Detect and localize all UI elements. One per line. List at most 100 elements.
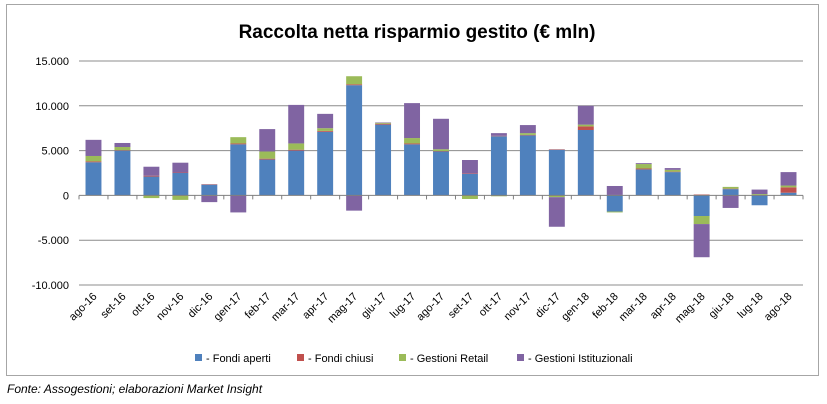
bar-segment bbox=[664, 172, 681, 196]
bar-segment bbox=[85, 139, 102, 156]
bar-segment bbox=[288, 104, 305, 144]
legend-swatch bbox=[517, 354, 524, 361]
legend-swatch bbox=[399, 354, 406, 361]
bar-segment bbox=[201, 195, 218, 203]
bar-segment bbox=[172, 173, 189, 196]
bar-segment bbox=[780, 185, 797, 188]
x-tick-label: mag-18 bbox=[673, 291, 708, 326]
bar-segment bbox=[722, 189, 739, 196]
legend-label: - Gestioni Retail bbox=[410, 353, 488, 365]
chart: Raccolta netta risparmio gestito (€ mln)… bbox=[32, 22, 804, 365]
bar-segment bbox=[230, 195, 247, 213]
bar-segment bbox=[548, 195, 565, 198]
bar-segment bbox=[548, 149, 565, 196]
bar-segment bbox=[606, 211, 623, 213]
bar-segment bbox=[577, 105, 594, 125]
bar-segment bbox=[85, 155, 102, 162]
y-tick-label: 0 bbox=[63, 190, 69, 202]
x-tick-label: lug-18 bbox=[736, 291, 766, 321]
x-tick-label: mag-17 bbox=[325, 291, 360, 326]
bar-segment bbox=[143, 176, 160, 196]
x-tick-label: dic-17 bbox=[533, 291, 563, 321]
y-axis-tick-labels: -10.000 -5.000 0 5.000 10.000 15.000 bbox=[32, 56, 69, 292]
bar-segment bbox=[490, 136, 507, 196]
x-tick-label: ago-17 bbox=[414, 291, 447, 324]
bar-segment bbox=[577, 124, 594, 127]
bar-segment bbox=[635, 163, 652, 165]
bar-segment bbox=[577, 126, 594, 130]
x-tick-label: set-17 bbox=[446, 291, 476, 321]
bar-segment bbox=[664, 168, 681, 170]
bar-segment bbox=[519, 125, 536, 134]
bar-segment bbox=[346, 76, 363, 85]
x-axis bbox=[78, 194, 804, 200]
bar-segment bbox=[404, 138, 421, 144]
legend-swatch bbox=[297, 354, 304, 361]
bar-segment bbox=[780, 187, 797, 193]
bar-segment bbox=[114, 150, 131, 196]
x-tick-label: ago-16 bbox=[67, 291, 100, 324]
source-note: Fonte: Assogestioni; elaborazioni Market… bbox=[7, 382, 263, 396]
bar-segment bbox=[780, 192, 797, 196]
bar-segment bbox=[172, 195, 189, 200]
bar-segment bbox=[114, 147, 131, 151]
bar-segment bbox=[490, 133, 507, 136]
bar-segment bbox=[346, 84, 363, 86]
bar-segment bbox=[259, 159, 276, 196]
x-tick-label: ago-18 bbox=[762, 291, 795, 324]
bar-segment bbox=[693, 216, 710, 225]
bar-segment bbox=[85, 161, 102, 163]
bar-segment bbox=[577, 129, 594, 196]
bar-segment bbox=[433, 149, 449, 152]
bar-segment bbox=[288, 143, 305, 150]
bar-segment bbox=[172, 162, 189, 173]
bar-segment bbox=[143, 195, 160, 199]
bar-segment bbox=[693, 224, 710, 258]
y-tick-label: -10.000 bbox=[32, 280, 69, 292]
x-tick-label: feb-18 bbox=[590, 291, 621, 322]
bar-segment bbox=[461, 173, 478, 196]
x-tick-label: nov-17 bbox=[502, 291, 534, 323]
bar-segment bbox=[288, 150, 305, 196]
legend-label: - Gestioni Istituzionali bbox=[528, 353, 633, 365]
bar-segment bbox=[201, 184, 218, 196]
bar-segment bbox=[375, 122, 392, 124]
bar-segment bbox=[230, 144, 247, 196]
chart-frame: Raccolta netta risparmio gestito (€ mln)… bbox=[6, 4, 819, 376]
bar-segment bbox=[230, 137, 247, 144]
chart-title: Raccolta netta risparmio gestito (€ mln) bbox=[239, 22, 596, 43]
bar-segment bbox=[606, 185, 623, 195]
bar-segment bbox=[259, 158, 276, 160]
bar-segment bbox=[317, 131, 334, 196]
bar-segment bbox=[404, 103, 421, 139]
y-tick-label: 5.000 bbox=[41, 146, 69, 158]
bar-segment bbox=[230, 143, 247, 145]
bar-segment bbox=[664, 169, 681, 172]
x-tick-label: dic-16 bbox=[186, 291, 216, 321]
x-tick-label: nov-16 bbox=[154, 291, 186, 323]
bar-segment bbox=[259, 151, 276, 159]
bar-segment bbox=[317, 130, 334, 132]
legend-label: - Fondi aperti bbox=[206, 353, 271, 365]
bars bbox=[85, 76, 797, 258]
x-tick-label: feb-17 bbox=[243, 291, 274, 322]
bar-segment bbox=[143, 166, 160, 176]
bar-segment bbox=[375, 124, 392, 196]
bar-segment bbox=[606, 195, 623, 212]
y-tick-label: 10.000 bbox=[35, 101, 69, 113]
bar-segment bbox=[635, 169, 652, 196]
y-tick-label: -5.000 bbox=[38, 235, 69, 247]
bar-segment bbox=[461, 160, 478, 174]
bar-segment bbox=[519, 133, 536, 135]
bar-segment bbox=[317, 113, 334, 129]
x-tick-label: mar-18 bbox=[617, 291, 650, 324]
bar-segment bbox=[519, 135, 536, 196]
bar-segment bbox=[433, 151, 449, 196]
bar-segment bbox=[114, 142, 131, 148]
bar-segment bbox=[288, 149, 305, 151]
bar-segment bbox=[346, 195, 363, 211]
x-tick-label: gen-17 bbox=[212, 291, 245, 324]
bar-segment bbox=[751, 194, 768, 195]
bar-segment bbox=[780, 172, 797, 186]
